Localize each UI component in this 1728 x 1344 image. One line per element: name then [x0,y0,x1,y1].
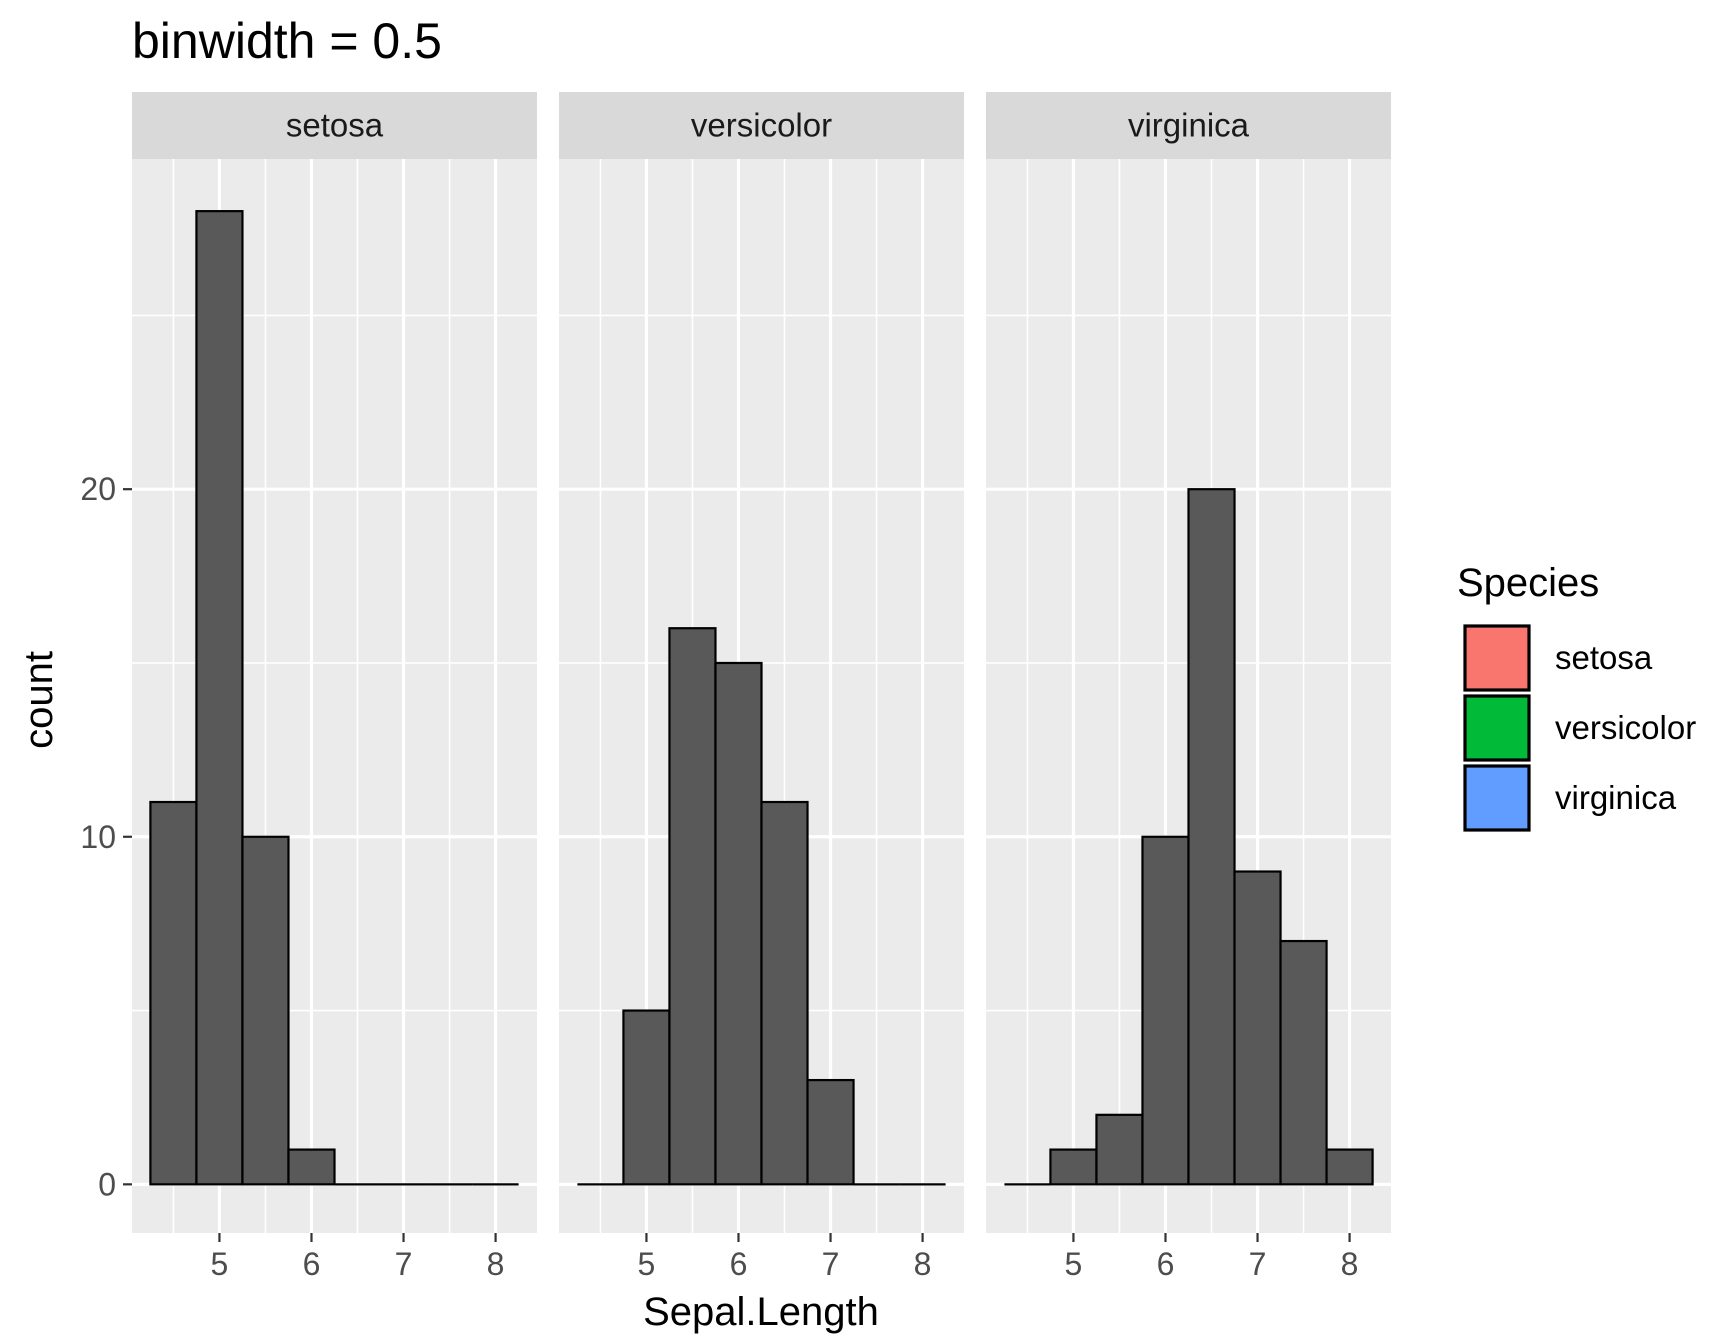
legend-item-label: versicolor [1555,709,1696,746]
histogram-bar [1187,488,1236,1186]
facet-panels: setosa 5 6 7 8 versicolor 5 6 7 8 virginica 5 6 7 8 [132,92,1391,1282]
histogram-bar [1325,1148,1374,1186]
y-axis: 0 10 20 [80,471,132,1202]
legend: Species setosa versicolor virginica [1457,561,1696,832]
histogram-bar [622,1009,671,1186]
facet-strip [559,92,964,159]
histogram-bar [149,800,198,1186]
histogram-bar [1233,870,1282,1186]
x-axis-title: Sepal.Length [643,1290,879,1334]
facet-strip [132,92,537,159]
x-tick-label: 8 [914,1246,932,1282]
histogram-bar [1141,835,1190,1186]
histogram-bar [806,1078,855,1186]
y-tick-label: 0 [98,1166,116,1202]
x-tick-label: 5 [211,1246,229,1282]
x-tick-label: 7 [822,1246,840,1282]
histogram-bar [1095,1113,1144,1186]
facet-panel-setosa: setosa 5 6 7 8 [132,92,537,1282]
x-tick-label: 8 [1341,1246,1359,1282]
histogram-bar [195,210,244,1186]
x-tick-label: 6 [1157,1246,1175,1282]
x-tick-label: 6 [730,1246,748,1282]
x-tick-label: 5 [1065,1246,1083,1282]
histogram-bar [1279,939,1328,1186]
facet-panel-versicolor: versicolor 5 6 7 8 [559,92,964,1282]
x-tick-label: 7 [1249,1246,1267,1282]
histogram-bar [287,1148,336,1186]
y-axis-title: count [17,651,61,749]
x-tick-label: 5 [638,1246,656,1282]
x-tick-label: 6 [303,1246,321,1282]
legend-item-versicolor: versicolor [1463,694,1696,762]
y-tick-label: 10 [80,819,116,855]
facet-panel-virginica: virginica 5 6 7 8 [986,92,1391,1282]
histogram-bar [241,835,290,1186]
legend-item-label: virginica [1555,779,1677,816]
legend-item-virginica: virginica [1463,764,1677,832]
x-tick-label: 7 [395,1246,413,1282]
legend-key-swatch [1463,624,1531,692]
chart-title: binwidth = 0.5 [132,13,442,69]
facet-strip-label: setosa [286,107,384,144]
y-tick-label: 20 [80,471,116,507]
x-tick-label: 8 [487,1246,505,1282]
legend-title: Species [1457,561,1599,605]
histogram-bar [760,800,809,1186]
histogram-bar [668,627,717,1186]
legend-key-swatch [1463,694,1531,762]
legend-key-swatch [1463,764,1531,832]
histogram-bar [714,661,763,1186]
histogram-bar [1049,1148,1098,1186]
facet-strip-label: versicolor [691,107,832,144]
facet-strip [986,92,1391,159]
facet-strip-label: virginica [1128,107,1250,144]
legend-item-setosa: setosa [1463,624,1653,692]
legend-item-label: setosa [1555,639,1653,676]
